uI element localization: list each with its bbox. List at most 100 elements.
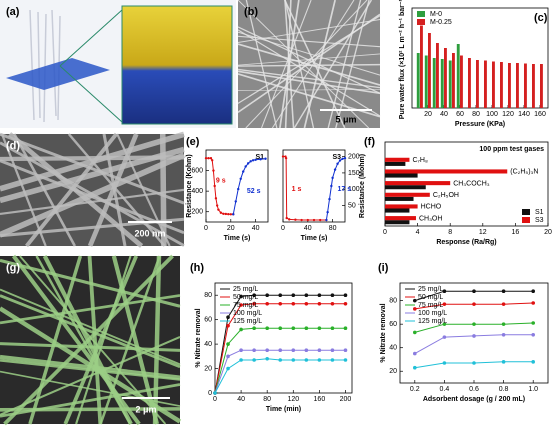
bar bbox=[385, 157, 410, 162]
fiber bbox=[35, 255, 132, 425]
legend-label: 125 mg/L bbox=[418, 318, 447, 325]
marker bbox=[501, 360, 506, 364]
marker bbox=[343, 326, 348, 331]
fiber bbox=[261, 0, 312, 129]
bar bbox=[456, 44, 460, 108]
x-tick-label: 0 bbox=[204, 225, 208, 232]
y-tick-label: 600 bbox=[191, 167, 203, 174]
x-tick-label: 80 bbox=[263, 396, 271, 403]
plot-frame bbox=[411, 7, 549, 109]
fiber bbox=[67, 133, 166, 247]
marker bbox=[226, 323, 230, 328]
x-tick-label: 40 bbox=[440, 111, 448, 118]
legend-label: S3 bbox=[535, 217, 544, 224]
marker bbox=[330, 348, 335, 353]
marker bbox=[278, 301, 283, 306]
panel-b: (b) 5 μm bbox=[237, 0, 381, 129]
fiber bbox=[99, 255, 161, 425]
fiber bbox=[237, 43, 381, 86]
bar bbox=[432, 58, 436, 108]
marker bbox=[330, 301, 335, 306]
fiber bbox=[0, 294, 181, 369]
marker bbox=[291, 326, 296, 331]
panel-label: (g) bbox=[6, 262, 20, 274]
marker bbox=[217, 208, 220, 211]
x-tick-label: 20 bbox=[424, 111, 432, 118]
marker bbox=[501, 302, 506, 306]
panel-label: (b) bbox=[244, 6, 258, 18]
fiber bbox=[237, 13, 381, 113]
marker bbox=[239, 348, 243, 353]
marker bbox=[291, 301, 296, 306]
marker bbox=[413, 307, 417, 311]
legend-label: 50 mg/L bbox=[233, 294, 258, 301]
marker bbox=[252, 358, 256, 362]
fiber bbox=[237, 35, 381, 48]
panel-label: (d) bbox=[6, 140, 20, 152]
marker bbox=[343, 358, 348, 362]
panel-label: (e) bbox=[186, 136, 200, 148]
x-tick-label: 120 bbox=[502, 111, 514, 118]
y-tick-label: 150 bbox=[348, 170, 360, 177]
marker bbox=[226, 366, 230, 371]
y-tick-label: 400 bbox=[191, 188, 203, 195]
legend-label: M-0 bbox=[430, 11, 442, 18]
fiber bbox=[0, 131, 185, 192]
x-axis-label: Time (s) bbox=[224, 235, 251, 242]
fiber bbox=[284, 0, 346, 129]
x-axis-label: Response (Ra/Rg) bbox=[436, 239, 496, 246]
marker bbox=[212, 169, 215, 172]
marker bbox=[251, 159, 255, 162]
marker bbox=[472, 302, 476, 306]
marker bbox=[226, 342, 230, 346]
annotation: 9 s bbox=[216, 178, 226, 185]
marker bbox=[227, 212, 230, 216]
bar bbox=[532, 64, 535, 108]
marker bbox=[278, 326, 283, 331]
panel-label: (h) bbox=[190, 262, 204, 274]
bar bbox=[444, 48, 447, 108]
fiber bbox=[245, 0, 278, 129]
marker bbox=[338, 159, 342, 162]
marker bbox=[278, 293, 283, 298]
marker bbox=[531, 321, 535, 325]
y-tick-label: 80 bbox=[389, 297, 397, 304]
line bbox=[283, 156, 327, 221]
x-tick-label: 200 bbox=[340, 396, 352, 403]
marker bbox=[252, 348, 256, 353]
y-tick-label: 80 bbox=[204, 292, 212, 299]
marker bbox=[413, 298, 417, 303]
x-tick-label: 40 bbox=[252, 225, 260, 232]
legend-label: M-0.25 bbox=[430, 19, 452, 26]
fiber bbox=[0, 133, 47, 247]
bar bbox=[385, 204, 418, 209]
scale-label: 2 μm bbox=[135, 404, 156, 414]
fiber bbox=[0, 288, 181, 366]
x-tick-label: 80 bbox=[329, 225, 337, 232]
x-axis-label: Time (min) bbox=[266, 406, 301, 413]
y-tick-label: 0 bbox=[208, 390, 212, 397]
marker bbox=[242, 170, 245, 173]
y-tick-label: 200 bbox=[348, 153, 360, 160]
bar bbox=[508, 63, 511, 108]
marker bbox=[265, 326, 269, 331]
x-axis-label: Time (s) bbox=[301, 235, 328, 242]
fiber bbox=[293, 0, 373, 129]
panel-label: (i) bbox=[378, 262, 389, 274]
bar bbox=[524, 63, 527, 108]
fiber bbox=[237, 29, 381, 117]
bar bbox=[385, 208, 410, 213]
legend-swatch bbox=[522, 217, 530, 223]
bar bbox=[385, 220, 410, 225]
category-label: CH₃COCH₃ bbox=[453, 180, 490, 187]
y-axis-label: Resistance (Mohm) bbox=[359, 154, 366, 218]
y-axis-label: Pure water flux (×10² L m⁻² h⁻¹ bar⁻¹) bbox=[399, 0, 406, 119]
legend-swatch bbox=[417, 19, 425, 25]
y-tick-label: 200 bbox=[191, 209, 203, 216]
fiber bbox=[63, 255, 139, 425]
legend-label: S1 bbox=[535, 209, 544, 216]
bar bbox=[516, 63, 519, 108]
panel-label: (a) bbox=[6, 6, 20, 18]
marker bbox=[278, 358, 283, 362]
x-tick-label: 140 bbox=[518, 111, 530, 118]
